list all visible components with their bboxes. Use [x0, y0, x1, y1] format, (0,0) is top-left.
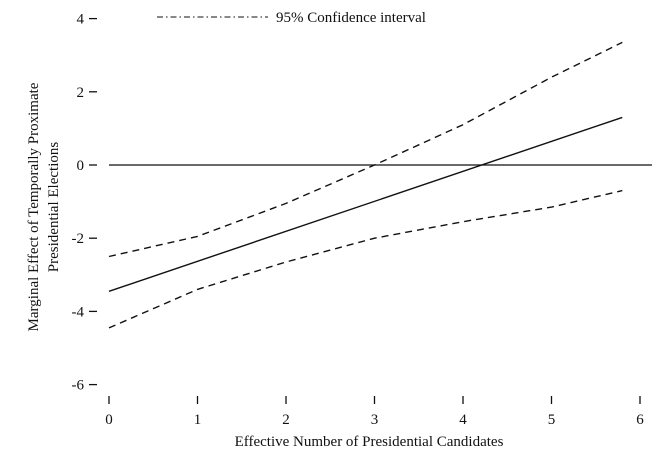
y-tick-label: 0: [77, 158, 85, 174]
y-axis-title-line-2: Presidential Elections: [46, 142, 62, 273]
lower-confidence-bound-line: [108, 189, 623, 329]
x-axis: 0 1 2 3 4 5 6: [105, 396, 644, 428]
upper-confidence-bound-line: [108, 41, 623, 258]
x-tick-label: 6: [636, 412, 644, 428]
y-tick-label: 2: [77, 85, 85, 101]
y-tick-label: -6: [72, 378, 85, 394]
plot-area: [108, 41, 652, 329]
x-tick-label: 4: [459, 412, 467, 428]
x-tick-label: 5: [548, 412, 556, 428]
y-axis-title-line-1: Marginal Effect of Temporally Proximate: [26, 82, 42, 331]
x-tick-label: 1: [194, 412, 202, 428]
x-tick-label: 3: [371, 412, 379, 428]
y-tick-label: 4: [77, 12, 85, 28]
y-axis: 4 2 0 -2 -4 -6: [72, 12, 97, 394]
legend-label: 95% Confidence interval: [276, 10, 426, 26]
y-tick-label: -4: [72, 304, 85, 320]
x-tick-label: 2: [282, 412, 290, 428]
legend: 95% Confidence interval: [157, 10, 426, 26]
marginal-effect-line: [108, 116, 623, 292]
x-axis-title: Effective Number of Presidential Candida…: [235, 434, 504, 450]
y-tick-label: -2: [72, 231, 85, 247]
x-tick-label: 0: [105, 412, 113, 428]
